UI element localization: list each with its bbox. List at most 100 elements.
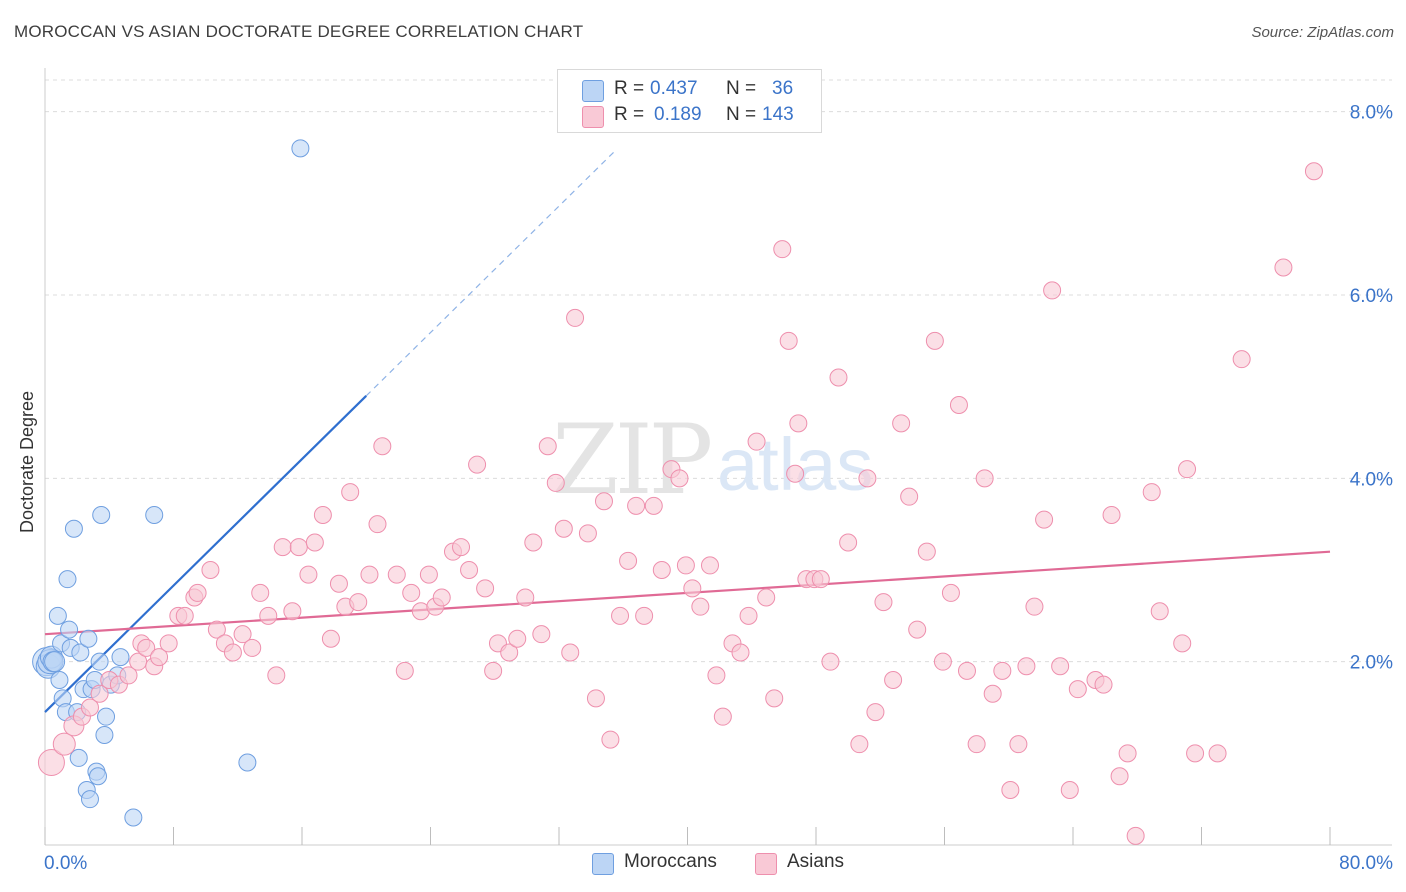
point-asians <box>313 506 332 524</box>
point-moroccans <box>97 707 116 726</box>
point-moroccans <box>111 648 130 667</box>
point-asians <box>975 469 994 488</box>
point-asians <box>670 469 689 488</box>
point-asians <box>175 606 194 625</box>
correlation-legend: R = 0.437 N = 36 R = 0.189 N = 143 <box>557 69 822 133</box>
trend-extension-moroccans <box>365 150 616 397</box>
chart-source: Source: ZipAtlas.com <box>1251 24 1394 41</box>
point-asians <box>811 570 830 589</box>
point-asians <box>305 533 324 552</box>
point-asians <box>601 730 620 749</box>
point-asians <box>554 519 573 538</box>
point-asians <box>866 703 885 722</box>
point-asians <box>150 648 169 667</box>
point-asians <box>373 437 392 456</box>
point-asians <box>52 732 76 756</box>
point-asians <box>368 515 387 534</box>
point-asians <box>516 588 535 607</box>
legend-swatch-asians <box>755 853 777 875</box>
point-asians <box>700 556 719 575</box>
point-asians <box>983 684 1002 703</box>
legend-n-label: N = <box>726 104 757 125</box>
point-moroccans <box>58 570 77 589</box>
legend-swatch-asians <box>582 106 604 128</box>
point-asians <box>941 583 960 602</box>
point-asians <box>892 414 911 433</box>
point-asians <box>207 620 226 639</box>
point-asians <box>773 240 792 259</box>
legend-r-label: R = <box>614 78 645 99</box>
point-asians <box>243 638 262 657</box>
point-asians <box>524 533 543 552</box>
point-moroccans <box>64 519 83 538</box>
point-asians <box>933 652 952 671</box>
chart-title: MOROCCAN VS ASIAN DOCTORATE DEGREE CORRE… <box>14 22 584 41</box>
point-moroccans <box>71 643 90 662</box>
point-asians <box>757 588 776 607</box>
point-asians <box>484 661 503 680</box>
point-asians <box>299 565 318 584</box>
point-asians <box>594 492 613 511</box>
point-moroccans <box>79 629 98 648</box>
point-asians <box>1068 680 1087 699</box>
point-asians <box>259 606 278 625</box>
y-tick-label: 6.0% <box>1350 286 1393 307</box>
point-asians <box>387 565 406 584</box>
legend-r-label: R = <box>614 104 645 125</box>
point-moroccans <box>291 139 310 158</box>
point-asians <box>201 561 220 579</box>
point-asians <box>402 583 421 602</box>
point-moroccans <box>69 748 88 767</box>
point-asians <box>1232 350 1251 369</box>
point-moroccans <box>60 620 79 639</box>
point-moroccans <box>95 726 114 744</box>
point-asians <box>1178 460 1197 479</box>
point-asians <box>925 331 944 350</box>
point-asians <box>884 671 903 689</box>
point-asians <box>627 496 646 515</box>
point-asians <box>786 464 805 483</box>
point-asians <box>850 735 869 754</box>
point-asians <box>967 735 986 754</box>
point-asians <box>233 625 252 644</box>
watermark-atlas: atlas <box>717 423 873 506</box>
point-asians <box>159 634 178 653</box>
point-asians <box>652 561 671 579</box>
point-asians <box>747 432 766 451</box>
point-asians <box>635 606 654 625</box>
point-asians <box>829 368 848 387</box>
point-asians <box>452 538 471 557</box>
point-asians <box>765 689 784 708</box>
axes <box>44 68 1392 846</box>
point-asians <box>900 487 919 506</box>
point-asians <box>821 652 840 671</box>
point-asians <box>731 643 750 662</box>
point-asians <box>1208 744 1227 763</box>
point-asians <box>1094 675 1113 694</box>
point-asians <box>779 331 798 350</box>
point-asians <box>500 643 519 662</box>
point-asians <box>273 538 292 557</box>
point-asians <box>566 308 585 327</box>
point-asians <box>874 593 893 612</box>
point-asians <box>538 437 557 456</box>
point-asians <box>561 643 580 662</box>
grid-lines <box>45 79 1392 663</box>
point-moroccans <box>89 767 108 786</box>
legend-label-moroccans: Moroccans <box>624 851 717 872</box>
point-asians <box>468 455 487 474</box>
point-asians <box>476 579 495 598</box>
point-asians <box>460 561 479 579</box>
point-moroccans <box>124 808 143 827</box>
point-asians <box>1060 781 1079 799</box>
point-asians <box>586 689 605 708</box>
point-asians <box>917 542 936 561</box>
data-points <box>32 139 1323 845</box>
point-asians <box>1102 506 1121 524</box>
point-asians <box>908 620 927 639</box>
point-asians <box>1173 634 1192 653</box>
point-asians <box>80 698 99 717</box>
x-tick-label: 0.0% <box>44 853 87 874</box>
point-moroccans <box>44 651 66 673</box>
point-asians <box>329 574 348 593</box>
